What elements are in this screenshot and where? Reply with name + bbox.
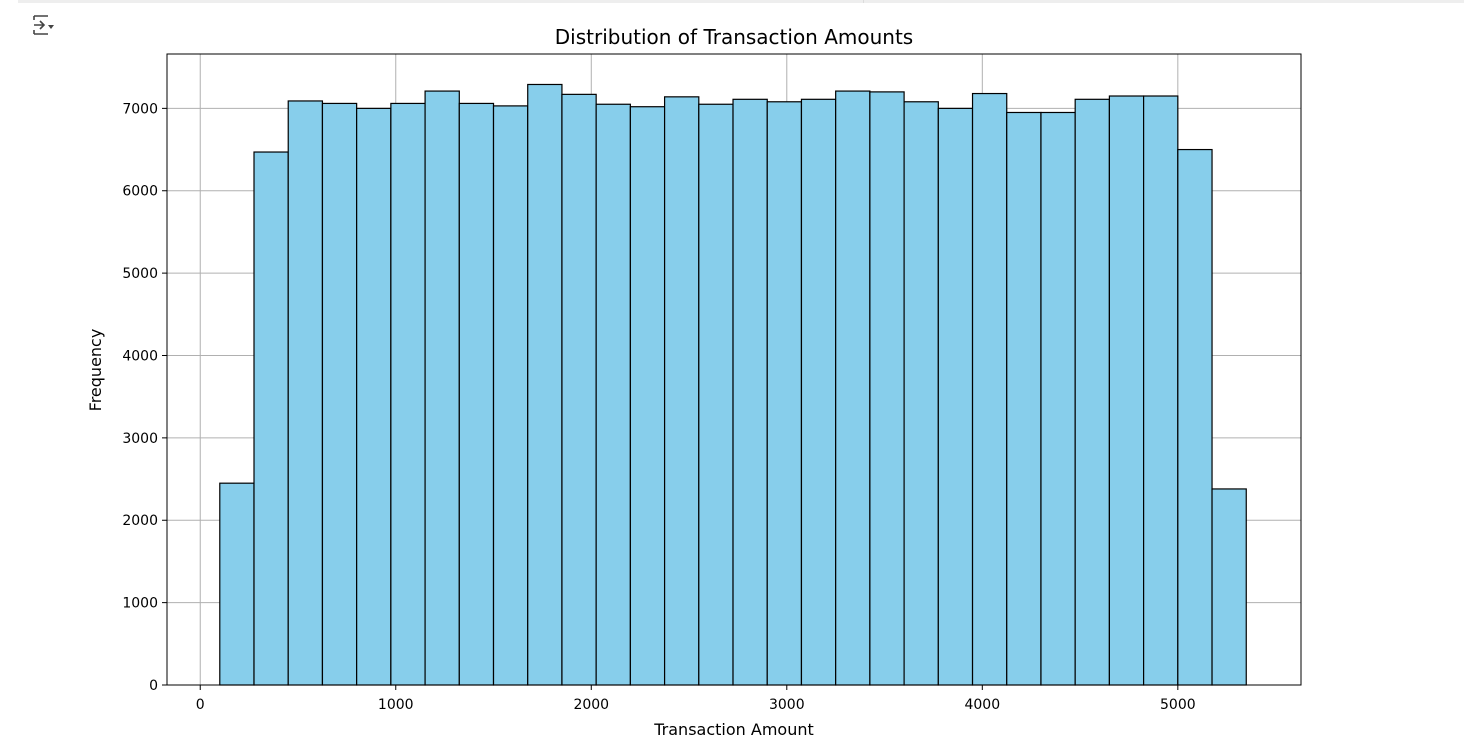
x-axis-label: Transaction Amount	[653, 720, 814, 739]
histogram-bar	[732, 98, 768, 686]
histogram-bar	[971, 92, 1008, 686]
histogram-bar	[835, 90, 871, 686]
histogram-bar	[424, 90, 460, 686]
histogram-bar	[1006, 111, 1042, 686]
histogram-bar	[253, 151, 289, 686]
histogram-bar	[1108, 95, 1145, 686]
y-axis-ticks: 0 1000 2000 3000 4000 5000 6000 7000	[122, 101, 167, 694]
histogram-bar	[869, 91, 905, 686]
histogram-bars	[219, 83, 1247, 686]
histogram-bar	[458, 102, 495, 686]
histogram-bar	[1040, 111, 1076, 686]
histogram-bar	[356, 107, 392, 686]
histogram-bar	[1211, 488, 1247, 686]
y-tick-label: 2000	[122, 513, 158, 529]
histogram-bar	[595, 103, 631, 686]
histogram-bar	[698, 103, 734, 686]
histogram-bar	[527, 83, 563, 686]
histogram-bar	[937, 107, 974, 686]
histogram-bar	[663, 96, 700, 686]
histogram-bar	[800, 98, 837, 686]
x-tick-label: 2000	[573, 697, 609, 713]
histogram-bar	[903, 101, 939, 686]
histogram-bar	[561, 93, 597, 686]
histogram-bar	[766, 101, 803, 686]
x-tick-label: 3000	[769, 697, 805, 713]
y-tick-label: 5000	[122, 266, 158, 282]
histogram-bar	[390, 102, 426, 686]
cell-top-border	[18, 0, 1464, 3]
histogram-bar	[1177, 148, 1213, 686]
histogram-bar	[287, 100, 324, 686]
x-tick-label: 5000	[1160, 697, 1196, 713]
x-tick-label: 0	[196, 697, 205, 713]
y-tick-label: 6000	[122, 184, 158, 200]
histogram-bar	[1074, 98, 1110, 686]
histogram-bar	[629, 106, 666, 686]
histogram-bar	[219, 482, 255, 686]
x-tick-label: 1000	[378, 697, 414, 713]
histogram-bar	[1143, 95, 1179, 686]
x-axis-ticks: 0 1000 2000 3000 4000 5000	[196, 685, 1196, 713]
histogram-bar	[321, 102, 358, 686]
histogram-bar	[492, 105, 529, 686]
plot-frame	[166, 53, 1302, 686]
output-collapse-icon[interactable]	[30, 12, 56, 38]
y-axis-label: Frequency	[86, 329, 105, 412]
cell-top-divider	[863, 0, 864, 3]
y-tick-label: 3000	[122, 431, 158, 447]
y-tick-label: 0	[149, 678, 158, 694]
chart-title: Distribution of Transaction Amounts	[555, 25, 913, 49]
y-tick-label: 1000	[122, 596, 158, 612]
y-tick-label: 7000	[122, 101, 158, 117]
x-tick-label: 4000	[964, 697, 1000, 713]
y-tick-label: 4000	[122, 348, 158, 364]
